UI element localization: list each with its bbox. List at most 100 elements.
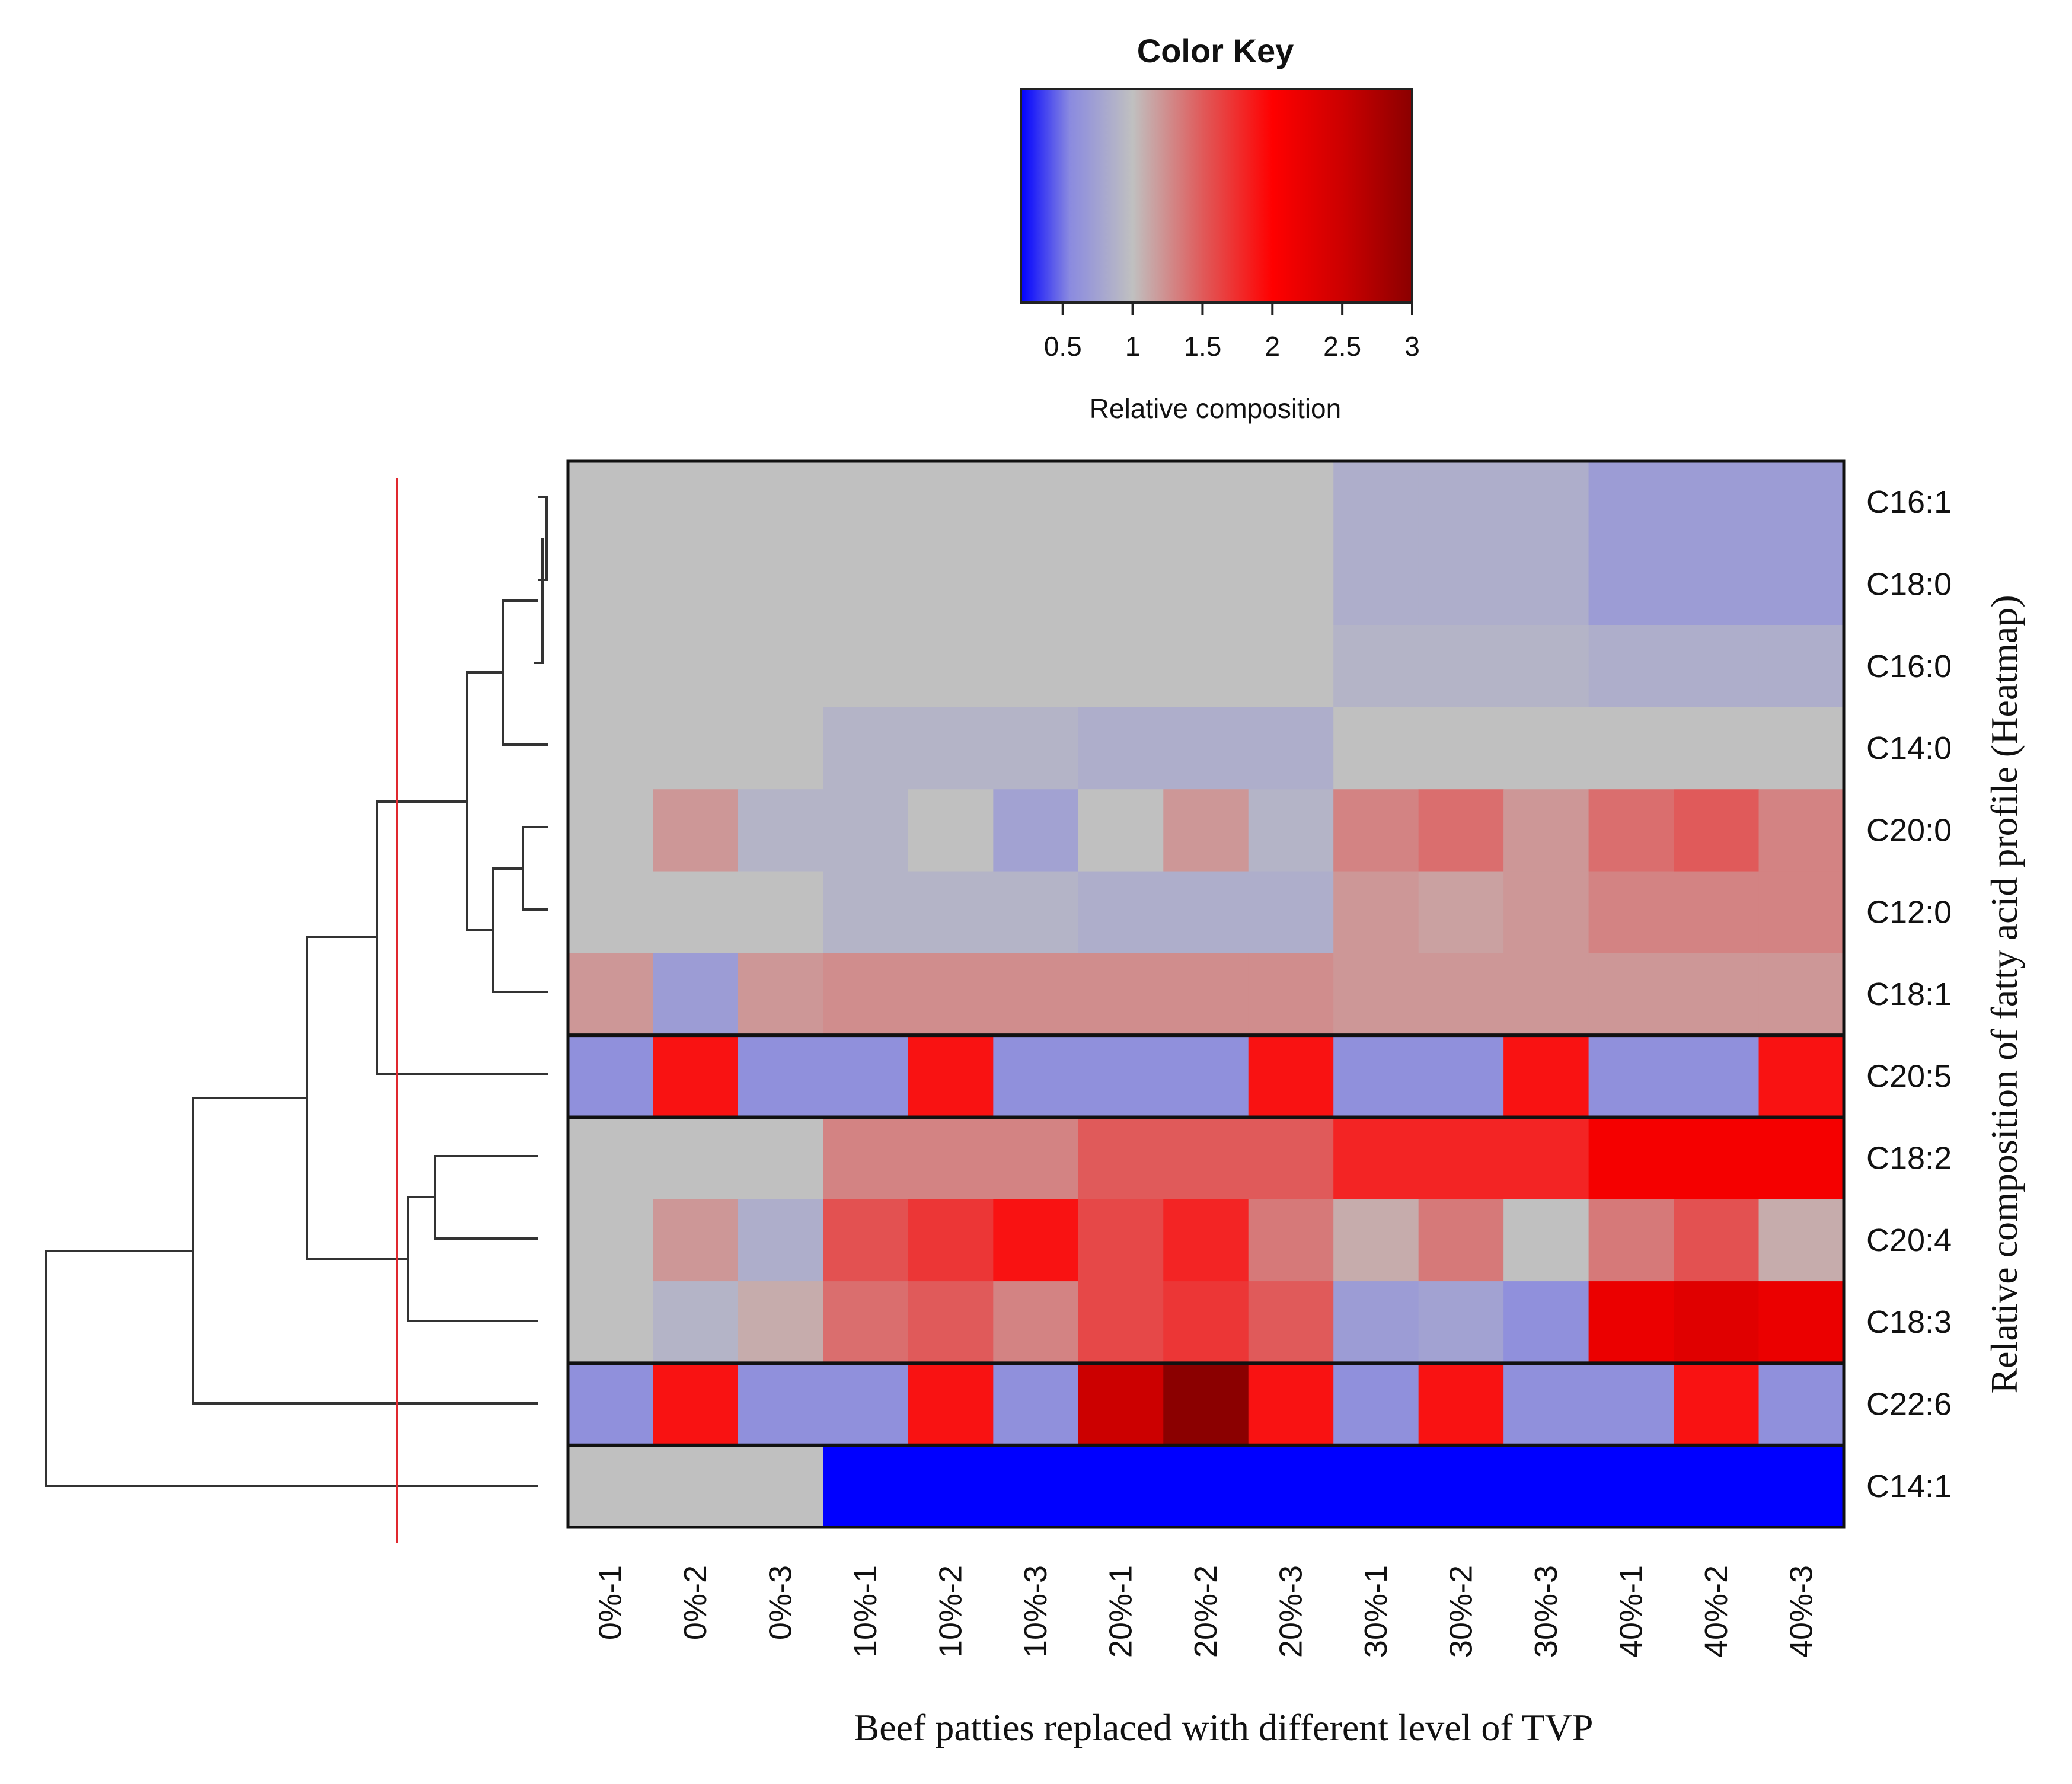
heatmap-cell xyxy=(908,1035,994,1118)
color-key-tick-label: 0.5 xyxy=(1044,331,1082,362)
color-key-tick-label: 2.5 xyxy=(1323,331,1361,362)
heatmap-cell xyxy=(823,789,909,872)
heatmap-cell xyxy=(1248,625,1334,708)
color-key: Color Key 0.5 1 1.5 2 2.5 3 Relative composit… xyxy=(1020,32,1420,424)
heatmap-cell xyxy=(908,871,994,954)
heatmap-cell xyxy=(1758,1445,1844,1528)
row-label: C16:1 xyxy=(1866,484,1952,520)
heatmap-cell xyxy=(1418,1199,1504,1282)
heatmap-cell xyxy=(823,461,909,544)
heatmap-cell xyxy=(1163,543,1249,626)
dendrogram-branch xyxy=(407,1196,538,1322)
heatmap-cell xyxy=(993,1281,1079,1364)
dendrogram-branch xyxy=(45,1250,538,1487)
heatmap-cell xyxy=(1503,789,1589,872)
heatmap-cell xyxy=(738,625,823,708)
dendrogram-branch xyxy=(434,1155,538,1240)
heatmap-cell xyxy=(1503,1035,1589,1118)
heatmap-cell xyxy=(1503,1199,1589,1282)
heatmap-cells xyxy=(568,461,1844,1528)
heatmap-cell xyxy=(1674,1035,1760,1118)
heatmap-cell xyxy=(1674,461,1760,544)
heatmap-cell xyxy=(568,1117,654,1200)
heatmap-cell xyxy=(1503,461,1589,544)
heatmap-cell xyxy=(568,1199,654,1282)
heatmap-cell xyxy=(1503,1363,1589,1446)
heatmap-cell xyxy=(653,1199,739,1282)
color-key-tick-label: 3 xyxy=(1404,331,1420,362)
x-axis-title: Beef patties replaced with different lev… xyxy=(854,1706,1594,1748)
dendrogram-branch xyxy=(502,599,548,746)
heatmap-cell xyxy=(1758,707,1844,790)
heatmap-cell xyxy=(568,625,654,708)
heatmap-cell xyxy=(568,1445,654,1528)
heatmap-cell xyxy=(1588,1199,1674,1282)
heatmap-cell xyxy=(1078,1117,1164,1200)
heatmap-cell xyxy=(1674,707,1760,790)
heatmap-cell xyxy=(1418,1363,1504,1446)
heatmap-cell xyxy=(1418,1117,1504,1200)
heatmap-cell xyxy=(1674,1445,1760,1528)
heatmap-cell xyxy=(908,1117,994,1200)
heatmap-cell xyxy=(1588,1035,1674,1118)
heatmap-cell xyxy=(1333,1199,1419,1282)
heatmap-cell xyxy=(1248,953,1334,1036)
row-label: C20:4 xyxy=(1866,1223,1952,1258)
heatmap-cell xyxy=(1758,871,1844,954)
row-label: C20:0 xyxy=(1866,812,1952,848)
heatmap-cell xyxy=(1588,625,1674,708)
heatmap-cell xyxy=(1758,1199,1844,1282)
dendrogram-branch xyxy=(522,826,548,911)
heatmap-cell xyxy=(823,953,909,1036)
heatmap-cell xyxy=(823,1199,909,1282)
heatmap-cell xyxy=(1588,953,1674,1036)
heatmap-cell xyxy=(1503,1281,1589,1364)
heatmap-cell xyxy=(823,1363,909,1446)
heatmap-cell xyxy=(1503,953,1589,1036)
heatmap-cell xyxy=(908,1445,994,1528)
heatmap-cell xyxy=(653,1117,739,1200)
row-label: C14:1 xyxy=(1866,1469,1952,1504)
heatmap-cell xyxy=(1333,1035,1419,1118)
column-label: 0%-2 xyxy=(678,1565,713,1640)
heatmap-cell xyxy=(1588,461,1674,544)
column-label: 40%-1 xyxy=(1613,1565,1649,1658)
heatmap-cell xyxy=(908,789,994,872)
column-label: 20%-3 xyxy=(1273,1565,1309,1658)
heatmap-cell xyxy=(568,789,654,872)
column-label: 0%-3 xyxy=(763,1565,799,1640)
heatmap-cell xyxy=(1078,1363,1164,1446)
heatmap-cell xyxy=(1163,1363,1249,1446)
heatmap-cell xyxy=(738,1445,823,1528)
heatmap-cell xyxy=(1333,461,1419,544)
heatmap-cell xyxy=(1078,1199,1164,1282)
heatmap-cell xyxy=(1503,707,1589,790)
heatmap-cell xyxy=(1674,1363,1760,1446)
heatmap-cell xyxy=(1163,1199,1249,1282)
heatmap-cell xyxy=(1674,871,1760,954)
heatmap-cell xyxy=(1163,953,1249,1036)
heatmap-cell xyxy=(1674,625,1760,708)
heatmap-cell xyxy=(1078,871,1164,954)
heatmap-cell xyxy=(1588,1363,1674,1446)
heatmap-cell xyxy=(738,953,823,1036)
heatmap-cell xyxy=(1248,1363,1334,1446)
heatmap-cell xyxy=(1333,871,1419,954)
heatmap-cell xyxy=(908,1281,994,1364)
heatmap-cell xyxy=(1418,871,1504,954)
heatmap-cell xyxy=(738,1281,823,1364)
heatmap-cell xyxy=(1248,461,1334,544)
heatmap-cell xyxy=(568,953,654,1036)
heatmap-cell xyxy=(1163,625,1249,708)
heatmap-cell xyxy=(823,543,909,626)
color-key-tick-label: 1 xyxy=(1125,331,1141,362)
heatmap-cell xyxy=(1758,1117,1844,1200)
heatmap-cell xyxy=(653,1363,739,1446)
heatmap-cell xyxy=(1248,543,1334,626)
heatmap-cell xyxy=(1248,1199,1334,1282)
color-key-tick-label: 2 xyxy=(1265,331,1280,362)
dendrogram-branch xyxy=(492,867,548,993)
heatmap-cell xyxy=(1674,953,1760,1036)
heatmap-cell xyxy=(1333,1117,1419,1200)
heatmap-cell xyxy=(1248,707,1334,790)
